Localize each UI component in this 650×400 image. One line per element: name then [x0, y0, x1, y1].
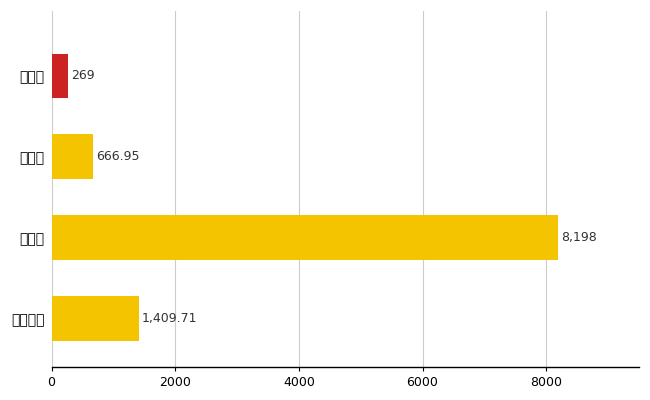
- Bar: [51, 134, 93, 179]
- Text: 8,198: 8,198: [562, 231, 597, 244]
- Bar: [51, 296, 138, 340]
- Text: 666.95: 666.95: [96, 150, 139, 163]
- Bar: [51, 215, 558, 260]
- Text: 269: 269: [72, 69, 95, 82]
- Text: 1,409.71: 1,409.71: [142, 312, 198, 325]
- Bar: [51, 54, 68, 98]
